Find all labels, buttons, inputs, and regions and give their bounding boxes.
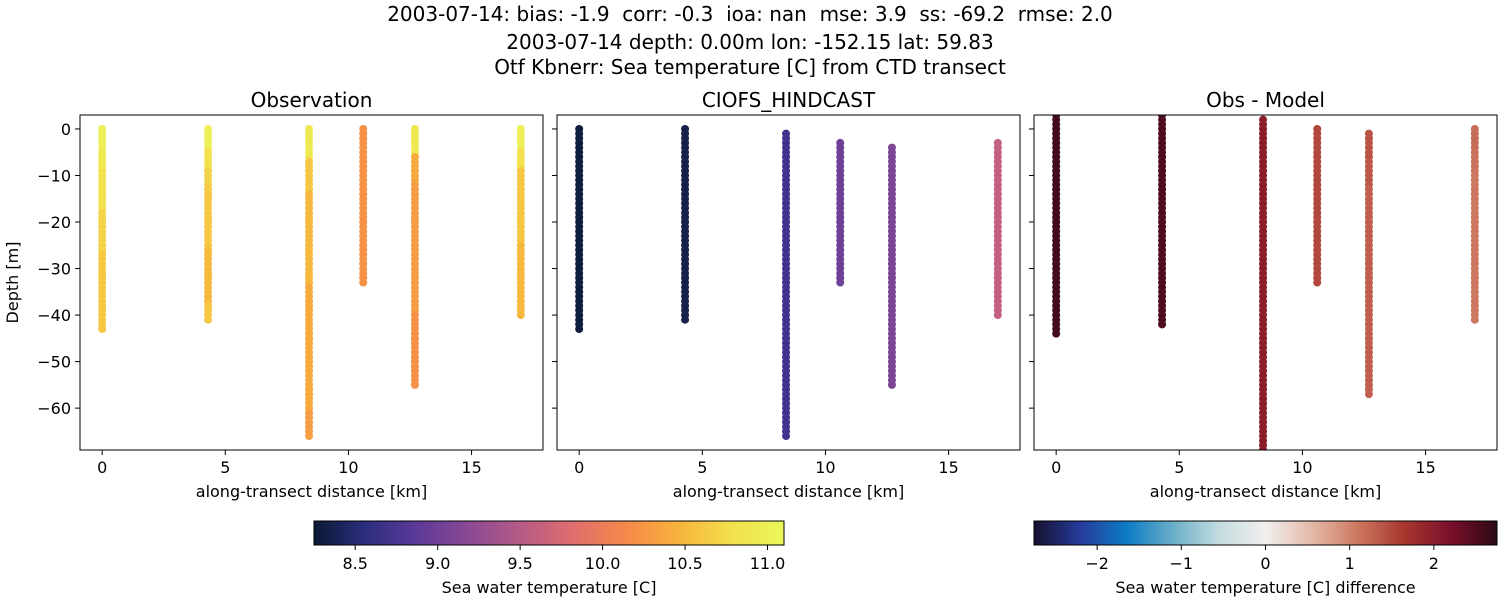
- axes-frame: [1033, 114, 1498, 451]
- profile-1: [1052, 115, 1061, 338]
- data-point: [681, 315, 690, 324]
- data-point: [782, 432, 791, 441]
- x-tick-label: 5: [220, 458, 230, 477]
- marker-group: [1052, 115, 1479, 450]
- profile-2: [681, 124, 690, 324]
- colorbar-label: Sea water temperature [C]: [442, 578, 657, 597]
- colorbar-tick-label: −2: [1085, 554, 1109, 573]
- data-point: [1313, 278, 1322, 287]
- panel-1: Observation 0 5 10 15 0 −10 −20 −30 −40 −50 −60 alon…: [3, 88, 544, 501]
- y-tick-label: −60: [37, 399, 71, 418]
- panel-title: CIOFS_HINDCAST: [702, 88, 876, 112]
- colorbar-tick-label: −1: [1170, 554, 1194, 573]
- data-point: [1259, 446, 1268, 450]
- chart-title-location: 2003-07-14 depth: 0.00m lon: -152.15 lat…: [506, 30, 994, 54]
- y-tick-label: −10: [37, 166, 71, 185]
- data-point: [1364, 390, 1373, 399]
- panel-2: CIOFS_HINDCAST 0 5 10 15 along-transect dista…: [552, 88, 1021, 501]
- y-tick-label: −30: [37, 260, 71, 279]
- colorbar-tick-label: 2: [1429, 554, 1439, 573]
- profile-3: [1259, 115, 1268, 450]
- y-tick-label: −50: [37, 353, 71, 372]
- profile-4: [836, 138, 845, 287]
- data-point: [1470, 315, 1479, 324]
- colorbar-tick-label: 11.0: [750, 554, 786, 573]
- colorbar-bar: [313, 520, 785, 546]
- chart-title-dataset: Otf Kbnerr: Sea temperature [C] from CTD…: [494, 55, 1006, 79]
- data-point: [1158, 320, 1167, 329]
- colorbar-label: Sea water temperature [C] difference: [1115, 578, 1415, 597]
- y-tick-label: −20: [37, 213, 71, 232]
- profile-5: [410, 124, 419, 389]
- marker-group: [98, 124, 525, 441]
- panel-title: Obs - Model: [1206, 88, 1325, 112]
- x-tick-label: 0: [97, 458, 107, 477]
- y-tick-label: −40: [37, 306, 71, 325]
- x-tick-label: 5: [1174, 458, 1184, 477]
- data-point: [1052, 329, 1061, 338]
- profile-5: [887, 143, 896, 389]
- x-tick-label: 0: [574, 458, 584, 477]
- panel-title: Observation: [251, 88, 373, 112]
- profile-4: [1313, 124, 1322, 287]
- colorbar-bar: [1033, 520, 1498, 546]
- y-tick-label: 0: [61, 120, 71, 139]
- profile-2: [204, 124, 213, 324]
- profile-5: [1364, 129, 1373, 399]
- x-tick-label: 15: [1415, 458, 1435, 477]
- y-axis-label: Depth [m]: [3, 242, 22, 324]
- colorbar-difference: −2 −1 0 1 2 Sea water temperature [C] differe…: [1033, 520, 1498, 597]
- marker-group: [575, 124, 1002, 441]
- x-tick-label: 5: [697, 458, 707, 477]
- data-point: [887, 380, 896, 389]
- profile-4: [359, 124, 368, 287]
- data-point: [204, 315, 213, 324]
- x-tick-label: 15: [461, 458, 481, 477]
- x-axis-label: along-transect distance [km]: [196, 482, 427, 501]
- x-axis-label: along-transect distance [km]: [673, 482, 904, 501]
- x-tick-label: 10: [1292, 458, 1312, 477]
- profile-1: [575, 124, 584, 334]
- colorbar-temperature: 8.5 9.0 9.5 10.0 10.5 11.0 Sea water temperatu…: [313, 520, 786, 597]
- profile-6: [993, 138, 1002, 320]
- axes-frame: [79, 114, 544, 451]
- colorbar-tick-label: 8.5: [343, 554, 368, 573]
- profile-2: [1158, 115, 1167, 329]
- colorbar-tick-label: 10.0: [585, 554, 621, 573]
- x-tick-label: 15: [938, 458, 958, 477]
- colorbar-tick-label: 10.5: [667, 554, 703, 573]
- x-tick-label: 10: [338, 458, 358, 477]
- x-tick-label: 0: [1051, 458, 1061, 477]
- data-point: [516, 311, 525, 320]
- data-point: [359, 278, 368, 287]
- colorbar-tick-label: 9.5: [507, 554, 532, 573]
- colorbar-tick-label: 0: [1260, 554, 1270, 573]
- profile-3: [305, 124, 314, 441]
- profile-6: [1470, 124, 1479, 324]
- data-point: [836, 278, 845, 287]
- data-point: [98, 325, 107, 334]
- colorbar-tick-label: 9.0: [425, 554, 450, 573]
- profile-3: [782, 129, 791, 441]
- axes-frame: [556, 114, 1021, 451]
- profile-6: [516, 124, 525, 320]
- x-axis-label: along-transect distance [km]: [1150, 482, 1381, 501]
- data-point: [993, 311, 1002, 320]
- profile-1: [98, 124, 107, 334]
- data-point: [410, 380, 419, 389]
- x-tick-label: 10: [815, 458, 835, 477]
- chart-title-metrics: 2003-07-14: bias: -1.9 corr: -0.3 ioa: n…: [387, 2, 1113, 26]
- colorbar-tick-label: 1: [1345, 554, 1355, 573]
- panel-3: Obs - Model 0 5 10 15 along-transect distance…: [1029, 88, 1498, 501]
- data-point: [575, 325, 584, 334]
- data-point: [305, 432, 314, 441]
